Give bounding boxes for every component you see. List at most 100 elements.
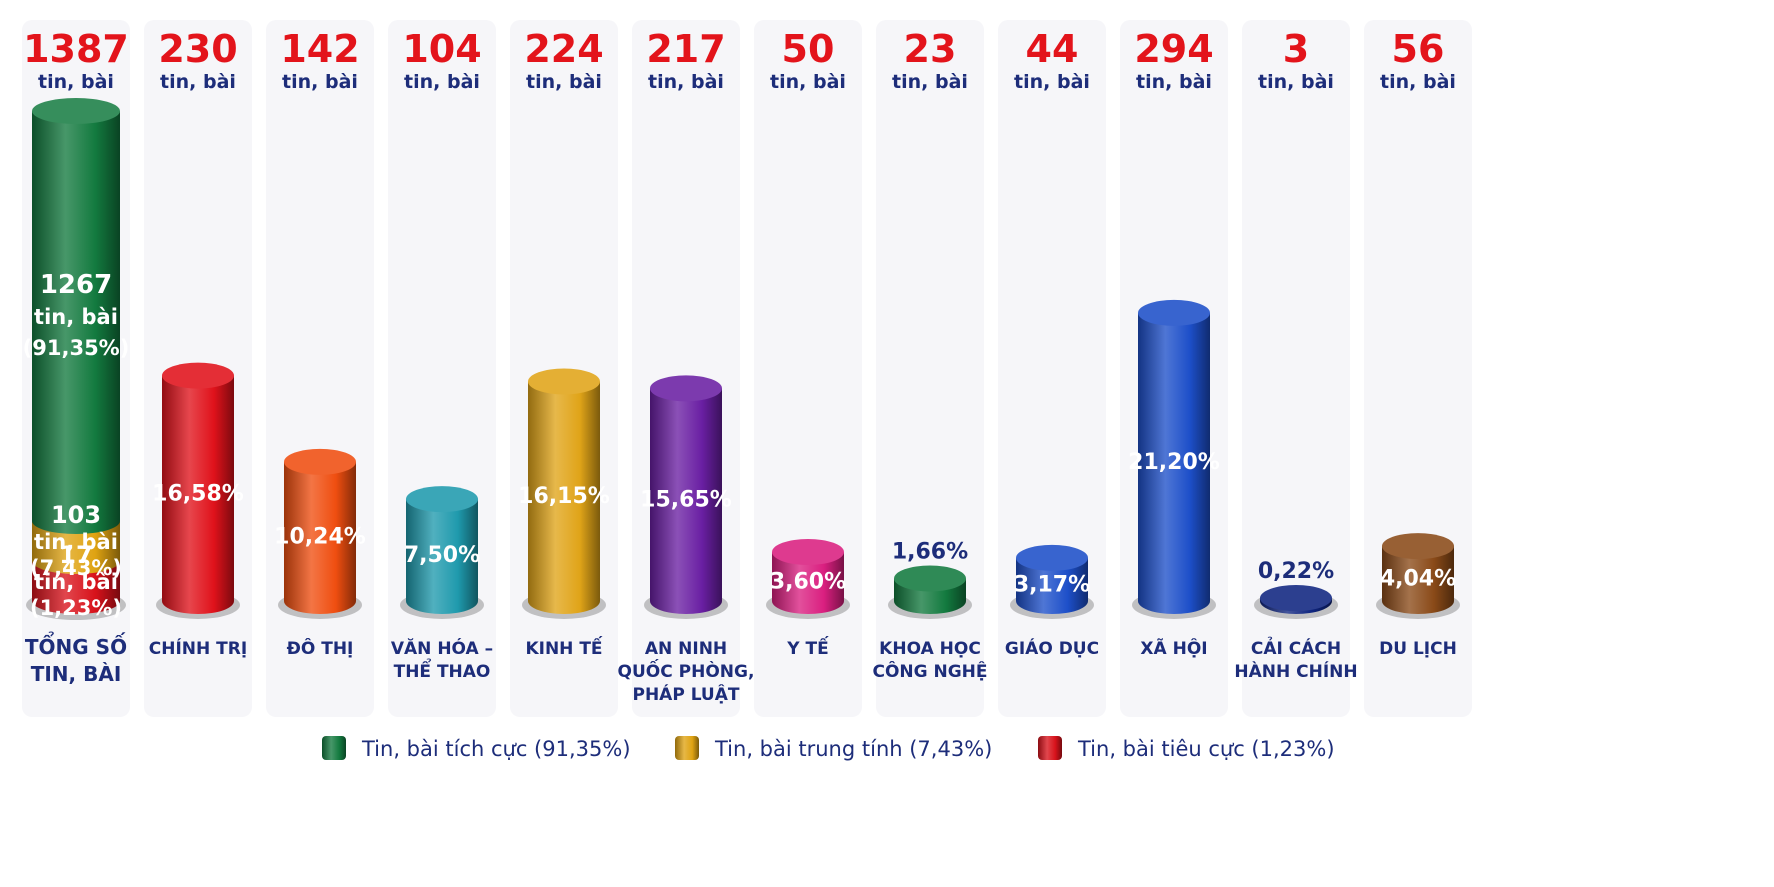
legend-label: Tin, bài tích cực (91,35%) [361,737,631,761]
category-label: CẢI CÁCH [1251,636,1341,659]
category-count-label: 44 [1026,27,1079,71]
category-label: KHOA HỌC [879,639,981,659]
cylinder-top [1382,533,1454,560]
segment-value-label: 1267 [40,270,112,300]
segment-value-label: 17 [59,541,92,569]
category-count-label: 230 [158,27,237,71]
segment-value-label: 103 [51,501,101,529]
unit-label: tin, bài [526,71,602,93]
cylinder-top [1138,299,1210,326]
cylinder-bar [894,565,966,614]
category-label: TIN, BÀI [31,662,122,686]
unit-label: tin, bài [892,71,968,93]
unit-label: tin, bài [1136,71,1212,93]
category-label: GIÁO DỤC [1005,637,1099,659]
category-count-label: 142 [280,27,359,71]
cylinder-body [1382,546,1454,614]
cylinder-top [772,539,844,565]
cylinder-body [162,375,234,614]
column-panels [22,20,1472,717]
segment-unit-label: tin, bài [34,305,118,329]
unit-label: tin, bài [160,71,236,93]
segment-unit-label: tin, bài [34,530,118,554]
cylinder-bar [650,375,722,614]
column-panel [998,20,1106,717]
cylinder-bar [1138,299,1210,614]
category-label: VĂN HÓA – [391,637,493,659]
category-label: DU LỊCH [1379,639,1457,659]
legend-item: Tin, bài tích cực (91,35%) [322,736,631,761]
category-label: XÃ HỘI [1140,636,1207,659]
unit-label: tin, bài [1014,71,1090,93]
percentage-label: 10,24% [274,524,366,549]
percentage-label: 3,17% [1014,572,1090,597]
cylinder-top [1016,544,1088,571]
column-panel [1242,20,1350,717]
unit-label: tin, bài [648,71,724,93]
stacked-segment-body [32,521,120,574]
unit-label: tin, bài [770,71,846,93]
legend-item: Tin, bài trung tính (7,43%) [675,736,992,761]
stacked-segment [32,521,120,574]
percentage-label: 21,20% [1128,450,1220,475]
cylinder-body [1138,312,1210,614]
unit-label: tin, bài [38,71,114,93]
percentage-label: 4,04% [1380,567,1456,592]
category-count-label: 294 [1134,27,1213,71]
category-label: QUỐC PHÒNG, [618,658,755,682]
category-label: HÀNH CHÍNH [1234,660,1357,682]
category-count-label: 104 [402,27,481,71]
unit-label: tin, bài [1380,71,1456,93]
category-count-label: 56 [1392,27,1445,71]
category-count-label: 50 [782,27,835,71]
percentage-label: 16,15% [518,484,610,509]
cylinder-body [284,461,356,614]
category-label: AN NINH [645,639,727,659]
unit-label: tin, bài [404,71,480,93]
segment-pct-label: (1,23%) [30,596,122,620]
legend-swatch [675,736,699,760]
legend: Tin, bài tích cực (91,35%) Tin, bài trung… [322,736,1335,761]
percentage-label: 1,66% [892,539,968,564]
cylinder-bar [1260,585,1332,614]
category-label: TỔNG SỐ [25,632,127,659]
category-count-label: 3 [1283,27,1309,71]
category-label: THỂ THAO [394,657,491,682]
cylinder-bar [284,448,356,614]
cylinder-body [772,552,844,614]
cylinder-body [1016,557,1088,614]
column-panel [876,20,984,717]
legend-item: Tin, bài tiêu cực (1,23%) [1038,736,1335,761]
category-count-label: 23 [904,27,957,71]
cylinder-bar [1382,533,1454,614]
stacked-segment-top [32,98,120,124]
category-label: Y TẾ [786,635,829,659]
percentage-label: 15,65% [640,488,732,513]
category-label: CÔNG NGHỆ [872,660,987,682]
cylinder-bar [406,486,478,614]
stacked-segment-body [32,111,120,534]
cylinder-top [406,486,478,513]
category-label: ĐÔ THỊ [287,637,354,659]
percentage-label: 16,58% [152,481,244,506]
stacked-segment-body [32,561,120,614]
cylinder-bar [772,539,844,614]
cylinder-body [406,499,478,614]
cylinder-bar [162,362,234,614]
cylinder-body [650,388,722,614]
legend-swatch [1038,736,1062,760]
percentage-label: 3,60% [770,570,846,595]
cylinder-bars [26,98,1460,620]
cylinder-top [1260,585,1332,612]
segment-unit-label: tin, bài [34,570,118,594]
total-count-label: 1387 [23,27,129,71]
category-count-label: 224 [524,27,603,71]
category-label: KINH TẾ [525,635,602,659]
cylinder-bar [528,368,600,614]
legend-label: Tin, bài tiêu cực (1,23%) [1077,737,1335,761]
category-label: PHÁP LUẬT [632,683,739,705]
legend-label: Tin, bài trung tính (7,43%) [714,737,992,761]
stacked-segment [32,561,120,614]
